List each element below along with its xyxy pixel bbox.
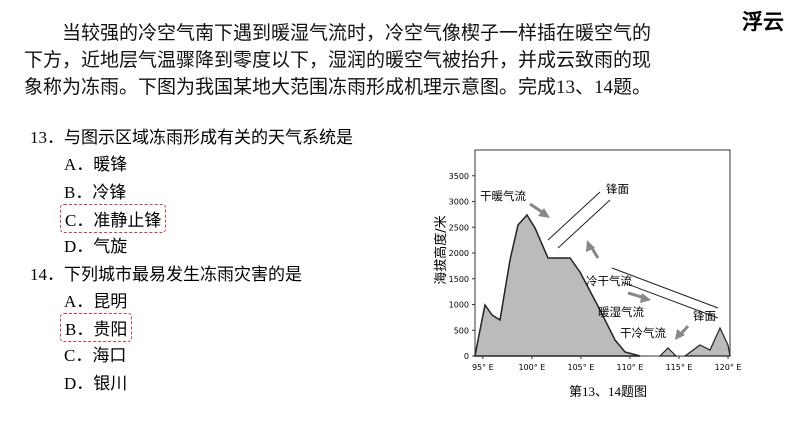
option: C．海口	[64, 346, 127, 366]
annotation: 干暖气流	[480, 189, 526, 203]
y-tick-label: 500	[454, 326, 469, 335]
terrain	[658, 347, 678, 357]
annotation: 干冷气流	[620, 326, 666, 340]
front-line	[611, 267, 719, 309]
x-tick-label: 120° E	[715, 363, 742, 372]
y-tick-label: 2000	[449, 249, 469, 258]
front-line	[621, 281, 719, 319]
option: B．贵阳	[60, 313, 133, 343]
annotation: 暖湿气流	[598, 305, 644, 319]
y-tick-label: 3500	[449, 172, 469, 181]
intro-line: 当较强的冷空气南下遇到暖湿气流时，冷空气像楔子一样插在暖空气的	[62, 23, 652, 44]
question-stem: 13．与图示区域冻雨形成有关的天气系统是	[30, 128, 353, 147]
front-line	[547, 191, 601, 241]
option: D．气旋	[64, 237, 128, 257]
y-tick-label: 0	[464, 352, 469, 361]
arrows	[529, 202, 690, 340]
x-tick-label: 115° E	[666, 363, 693, 372]
terrain	[474, 213, 641, 357]
x-tick-label: 110° E	[617, 363, 644, 372]
caption: 第13、14题图	[569, 384, 647, 399]
question-stem: 14．下列城市最易发生冻雨灾害的是	[30, 264, 302, 284]
y-axis-label: 海拔高度/米	[433, 215, 449, 284]
annotation: 锋面	[693, 309, 716, 323]
intro-line: 下方，近地层气温骤降到零度以下，湿润的暖空气被抬升，并成云致雨的现	[24, 50, 652, 71]
option: B．冷锋	[64, 182, 127, 202]
option: A．暖锋	[64, 155, 128, 175]
annotation: 锋面	[606, 182, 629, 196]
option: A．昆明	[64, 291, 128, 311]
option: C．准静止锋	[60, 203, 167, 233]
option: D．银川	[64, 373, 128, 393]
y-tick-label: 2500	[449, 223, 469, 232]
y-tick-label: 1000	[449, 301, 469, 310]
badge: 浮云	[742, 10, 784, 34]
y-tick-label: 3000	[449, 198, 469, 207]
terrain	[683, 326, 731, 357]
x-tick-label: 95° E	[472, 363, 494, 372]
x-tick-label: 100° E	[518, 363, 545, 372]
x-tick-label: 105° E	[567, 363, 594, 372]
front-line	[557, 199, 611, 249]
intro-line: 象称为冻雨。下图为我国某地大范围冻雨形成机理示意图。完成13、14题。	[24, 77, 652, 98]
annotation: 冷干气流	[586, 274, 632, 288]
y-tick-label: 1500	[449, 275, 469, 284]
